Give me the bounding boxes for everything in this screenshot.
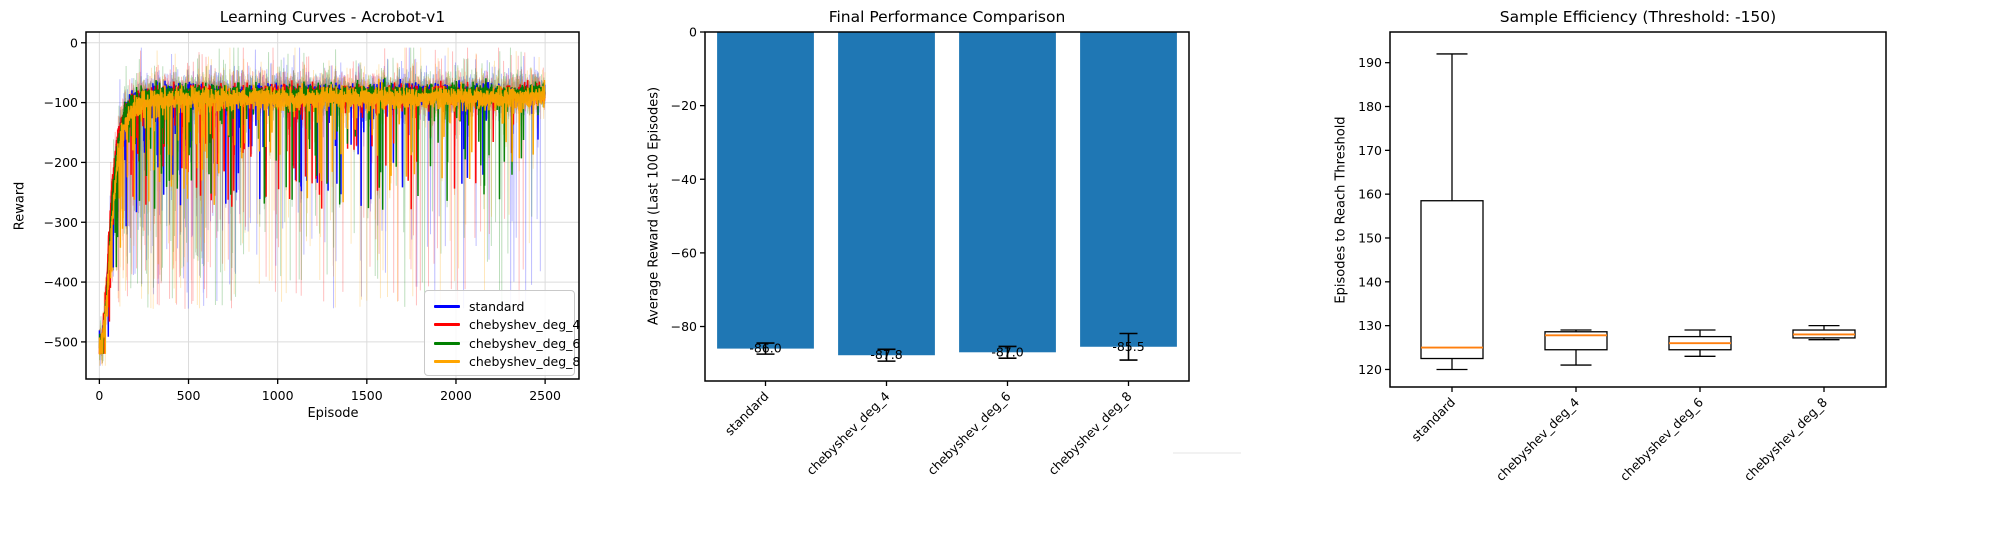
legend-line-sample <box>434 304 460 308</box>
bar-chebyshev_deg_8 <box>1080 32 1177 347</box>
legend-line-sample <box>434 323 460 327</box>
y-tick-label: 140 <box>1358 274 1382 289</box>
bar-value-label: -87.8 <box>870 347 902 362</box>
y-tick-label: 170 <box>1358 143 1382 158</box>
box-chebyshev_deg_8 <box>1792 329 1856 339</box>
x-tick-label: 2500 <box>529 388 561 403</box>
axes-frame <box>1389 31 1887 388</box>
y-tick-label: 0 <box>689 25 697 40</box>
legend-label: chebyshev_deg_8 <box>469 354 581 370</box>
y-tick-label: −40 <box>671 172 697 187</box>
y-tick-label: 120 <box>1358 362 1382 377</box>
legend-item-chebyshev_deg_6: chebyshev_deg_6 <box>434 334 580 353</box>
x-tick-label: 500 <box>177 388 201 403</box>
sample-efficiency-ylabel: Episodes to Reach Threshold <box>1333 116 1349 304</box>
axes-frame <box>704 31 1190 382</box>
x-tick-label: 2000 <box>440 388 472 403</box>
box-standard <box>1420 200 1484 360</box>
box-chebyshev_deg_4 <box>1544 331 1608 351</box>
bar-chebyshev_deg_4 <box>838 32 935 356</box>
x-tick-label: chebyshev_deg_4 <box>1493 394 1582 483</box>
y-tick-label: 180 <box>1358 99 1382 114</box>
legend-label: standard <box>469 298 525 314</box>
y-tick-label: −400 <box>44 275 78 290</box>
learning-curves-xlabel: Episode <box>307 406 359 421</box>
x-tick-label: chebyshev_deg_8 <box>1045 388 1134 477</box>
y-tick-label: −300 <box>44 215 78 230</box>
legend-label: chebyshev_deg_6 <box>469 335 581 351</box>
bar-value-label: -85.5 <box>1112 339 1144 354</box>
sample-efficiency-title: Sample Efficiency (Threshold: -150) <box>1499 8 1777 26</box>
x-tick-label: chebyshev_deg_6 <box>924 388 1013 477</box>
y-tick-label: −200 <box>44 155 78 170</box>
legend-item-chebyshev_deg_4: chebyshev_deg_4 <box>434 316 580 335</box>
legend-line-sample <box>434 360 460 364</box>
x-tick-label: standard <box>1408 395 1458 445</box>
x-tick-label: 1000 <box>262 388 294 403</box>
bar-standard <box>717 32 814 349</box>
y-tick-label: 0 <box>70 35 78 50</box>
final-performance-title: Final Performance Comparison <box>828 8 1066 26</box>
y-tick-label: −500 <box>44 334 78 349</box>
stray-faint-line <box>1173 452 1241 454</box>
x-tick-label: 1500 <box>351 388 383 403</box>
x-tick-label: 0 <box>95 388 103 403</box>
y-tick-label: −80 <box>671 319 697 334</box>
x-tick-label: chebyshev_deg_8 <box>1741 394 1830 483</box>
bar-value-label: -87.0 <box>991 344 1023 359</box>
legend-label: chebyshev_deg_4 <box>469 317 581 333</box>
y-tick-label: −20 <box>671 98 697 113</box>
box-chebyshev_deg_6 <box>1668 335 1732 351</box>
y-tick-label: 150 <box>1358 230 1382 245</box>
learning-curves-ylabel: Reward <box>12 181 28 231</box>
x-tick-label: chebyshev_deg_4 <box>803 388 892 477</box>
bar-value-label: -86.0 <box>749 341 781 356</box>
y-tick-label: −100 <box>44 95 78 110</box>
y-tick-label: 190 <box>1358 55 1382 70</box>
y-tick-label: 130 <box>1358 318 1382 333</box>
legend-item-chebyshev_deg_8: chebyshev_deg_8 <box>434 353 580 372</box>
legend-line-sample <box>434 341 460 345</box>
x-tick-label: standard <box>722 389 772 439</box>
legend-item-standard: standard <box>434 297 566 316</box>
bar-chebyshev_deg_6 <box>959 32 1056 353</box>
learning-curves-title: Learning Curves - Acrobot-v1 <box>219 8 446 26</box>
y-tick-label: 160 <box>1358 187 1382 202</box>
final-performance-ylabel: Average Reward (Last 100 Episodes) <box>646 86 662 326</box>
y-tick-label: −60 <box>671 245 697 260</box>
x-tick-label: chebyshev_deg_6 <box>1617 394 1706 483</box>
